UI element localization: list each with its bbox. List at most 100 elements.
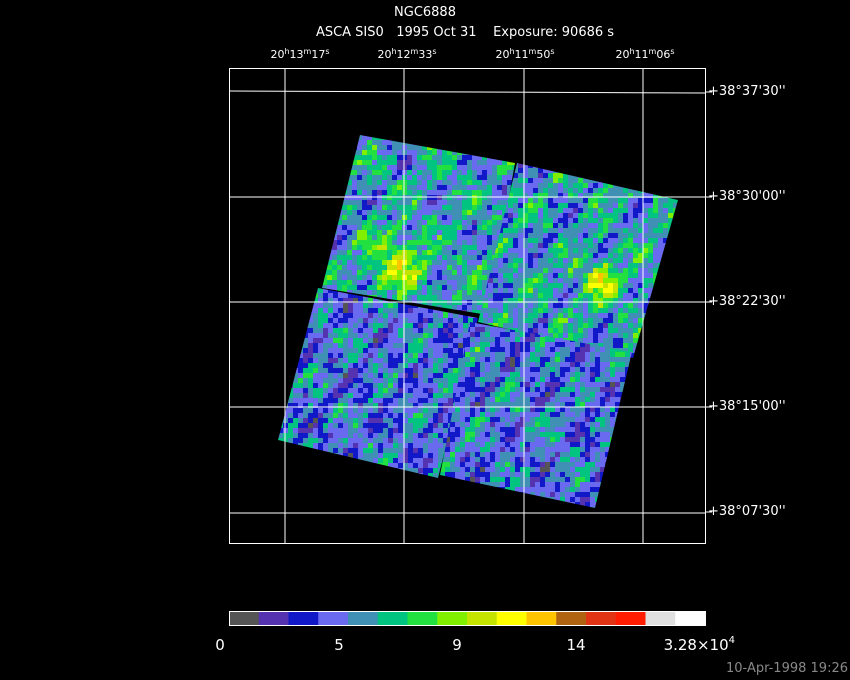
- pixel: [543, 298, 548, 303]
- pixel: [298, 423, 303, 428]
- pixel: [358, 318, 363, 323]
- pixel: [388, 363, 393, 368]
- pixel: [313, 348, 318, 353]
- pixel: [663, 233, 668, 238]
- pixel: [633, 263, 638, 268]
- pixel: [288, 433, 293, 438]
- pixel: [423, 418, 428, 423]
- pixel: [523, 218, 528, 223]
- pixel: [407, 150, 412, 155]
- pixel: [633, 203, 638, 208]
- pixel: [443, 363, 448, 368]
- pixel: [383, 413, 388, 418]
- pixel: [333, 448, 338, 453]
- pixel: [487, 245, 492, 250]
- pixel: [525, 337, 530, 342]
- pixel: [452, 270, 457, 275]
- pixel: [583, 228, 588, 233]
- pixel: [428, 468, 433, 473]
- pixel: [362, 270, 367, 275]
- pixel: [643, 268, 648, 273]
- pixel: [343, 328, 348, 333]
- pixel: [372, 160, 377, 165]
- pixel: [583, 208, 588, 213]
- pixel: [578, 318, 583, 323]
- pixel: [628, 248, 633, 253]
- pixel: [513, 188, 518, 193]
- pixel: [308, 368, 313, 373]
- pixel: [417, 280, 422, 285]
- pixel: [367, 235, 372, 240]
- pixel: [362, 210, 367, 215]
- pixel: [303, 373, 308, 378]
- pixel: [482, 220, 487, 225]
- pixel: [628, 223, 633, 228]
- pixel: [465, 382, 470, 387]
- pixel: [373, 383, 378, 388]
- pixel: [538, 193, 543, 198]
- pixel: [508, 238, 513, 243]
- pixel: [412, 245, 417, 250]
- pixel: [362, 185, 367, 190]
- pixel: [443, 378, 448, 383]
- pixel: [368, 348, 373, 353]
- pixel: [653, 223, 658, 228]
- pixel: [628, 258, 633, 263]
- pixel: [538, 228, 543, 233]
- pixel: [465, 337, 470, 342]
- pixel: [487, 200, 492, 205]
- pixel: [457, 255, 462, 260]
- pixel: [368, 393, 373, 398]
- pixel: [623, 318, 628, 323]
- pixel: [583, 248, 588, 253]
- pixel: [333, 378, 338, 383]
- pixel: [437, 155, 442, 160]
- pixel: [382, 275, 387, 280]
- pixel: [423, 463, 428, 468]
- pixel: [357, 250, 362, 255]
- pixel: [548, 203, 553, 208]
- pixel: [470, 337, 475, 342]
- pixel: [423, 443, 428, 448]
- pixel: [338, 293, 343, 298]
- pixel: [347, 175, 352, 180]
- pixel: [318, 333, 323, 338]
- pixel: [442, 245, 447, 250]
- pixel: [563, 243, 568, 248]
- pixel: [442, 190, 447, 195]
- pixel: [525, 372, 530, 377]
- pixel: [492, 215, 497, 220]
- pixel: [422, 170, 427, 175]
- pixel: [343, 448, 348, 453]
- pixel: [533, 238, 538, 243]
- pixel: [540, 367, 545, 372]
- pixel: [448, 368, 453, 373]
- pixel: [328, 308, 333, 313]
- pixel: [570, 382, 575, 387]
- pixel: [518, 198, 523, 203]
- pixel: [462, 200, 467, 205]
- pixel: [575, 382, 580, 387]
- pixel: [418, 388, 423, 393]
- pixel: [303, 378, 308, 383]
- pixel: [398, 308, 403, 313]
- pixel: [488, 278, 493, 283]
- pixel: [663, 223, 668, 228]
- pixel: [545, 352, 550, 357]
- pixel: [480, 327, 485, 332]
- pixel: [432, 245, 437, 250]
- pixel: [347, 190, 352, 195]
- pixel: [540, 362, 545, 367]
- pixel: [462, 265, 467, 270]
- pixel: [398, 348, 403, 353]
- pixel: [422, 160, 427, 165]
- pixel: [523, 323, 528, 328]
- pixel: [418, 428, 423, 433]
- pixel: [362, 290, 367, 295]
- pixel: [488, 298, 493, 303]
- pixel: [423, 373, 428, 378]
- pixel: [472, 215, 477, 220]
- pixel: [648, 248, 653, 253]
- pixel: [553, 218, 558, 223]
- pixel: [503, 308, 508, 313]
